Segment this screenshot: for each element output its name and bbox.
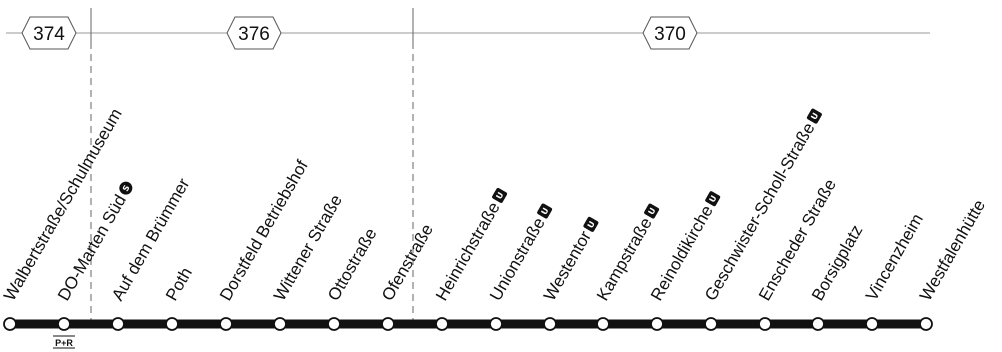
stop-marker	[811, 317, 825, 331]
fare-zone-badge: 376	[226, 16, 282, 50]
stop-label-group: Borsigplatz	[808, 222, 867, 304]
stop-marker	[758, 317, 772, 331]
u-bahn-badge-label: U	[586, 220, 597, 230]
u-bahn-badge-label: U	[809, 111, 820, 121]
stop-name: Westfalenhütte	[916, 197, 989, 304]
u-bahn-badge-label: U	[647, 206, 658, 216]
stop-marker	[650, 317, 664, 331]
fare-zone-layer: 374 376 370	[6, 16, 930, 50]
stop-name: Vincenzheim	[862, 210, 927, 304]
stop-marker	[57, 317, 71, 331]
u-bahn-icon	[537, 203, 553, 219]
stop-marker	[704, 317, 718, 331]
stop-label-group: Ottostraße	[324, 225, 381, 304]
fare-zone-number: 376	[238, 24, 270, 45]
fare-zone-badge: 370	[642, 16, 698, 50]
u-bahn-badge-label: U	[494, 191, 505, 201]
stop-marker	[543, 317, 557, 331]
hexagon-icon	[21, 16, 77, 50]
u-bahn-icon	[705, 191, 721, 207]
u-bahn-icon	[644, 203, 660, 219]
park-and-ride-label: P+R	[55, 338, 73, 348]
stop-marker	[865, 317, 879, 331]
stop-label-group: Westfalenhütte	[916, 197, 989, 304]
stop-label-group: Poth	[162, 264, 196, 304]
s-bahn-icon	[119, 181, 133, 195]
u-bahn-badge-label: U	[708, 194, 719, 204]
park-and-ride-layer: P+R	[53, 335, 75, 349]
stop-marker	[489, 317, 503, 331]
route-line-layer	[3, 317, 933, 331]
stop-label-group: Vincenzheim	[862, 210, 927, 304]
stop-marker	[919, 317, 933, 331]
stop-name: Borsigplatz	[808, 222, 867, 304]
stop-name: Ottostraße	[324, 225, 381, 304]
stop-marker	[111, 317, 125, 331]
s-bahn-badge-label: S	[121, 183, 132, 193]
stop-label-group: Ofenstraße	[378, 221, 437, 304]
zone-divider-layer	[90, 8, 414, 328]
hexagon-icon	[226, 16, 282, 50]
stop-name: Unionstraße	[486, 214, 549, 304]
stop-marker	[165, 317, 179, 331]
u-bahn-icon	[583, 216, 599, 232]
hexagon-icon	[642, 16, 698, 50]
fare-zone-number: 374	[33, 24, 65, 45]
stop-marker	[381, 317, 395, 331]
u-bahn-icon	[806, 108, 822, 124]
stop-marker	[273, 317, 287, 331]
stop-marker	[435, 317, 449, 331]
stop-marker	[596, 317, 610, 331]
stop-name: Geschwister-Scholl-Straße	[701, 119, 819, 304]
u-bahn-icon	[492, 188, 508, 203]
stop-name: Westentor	[540, 227, 595, 304]
u-bahn-badge-label: U	[540, 206, 551, 216]
stop-name: Kampstraße	[593, 214, 656, 304]
fare-zone-badge: 374	[21, 16, 77, 50]
stop-name: Ofenstraße	[378, 221, 437, 304]
stop-marker	[327, 317, 341, 331]
stop-marker	[3, 317, 17, 331]
stop-marker	[219, 317, 233, 331]
fare-zone-number: 370	[654, 24, 686, 45]
stop-name: Poth	[162, 264, 196, 304]
